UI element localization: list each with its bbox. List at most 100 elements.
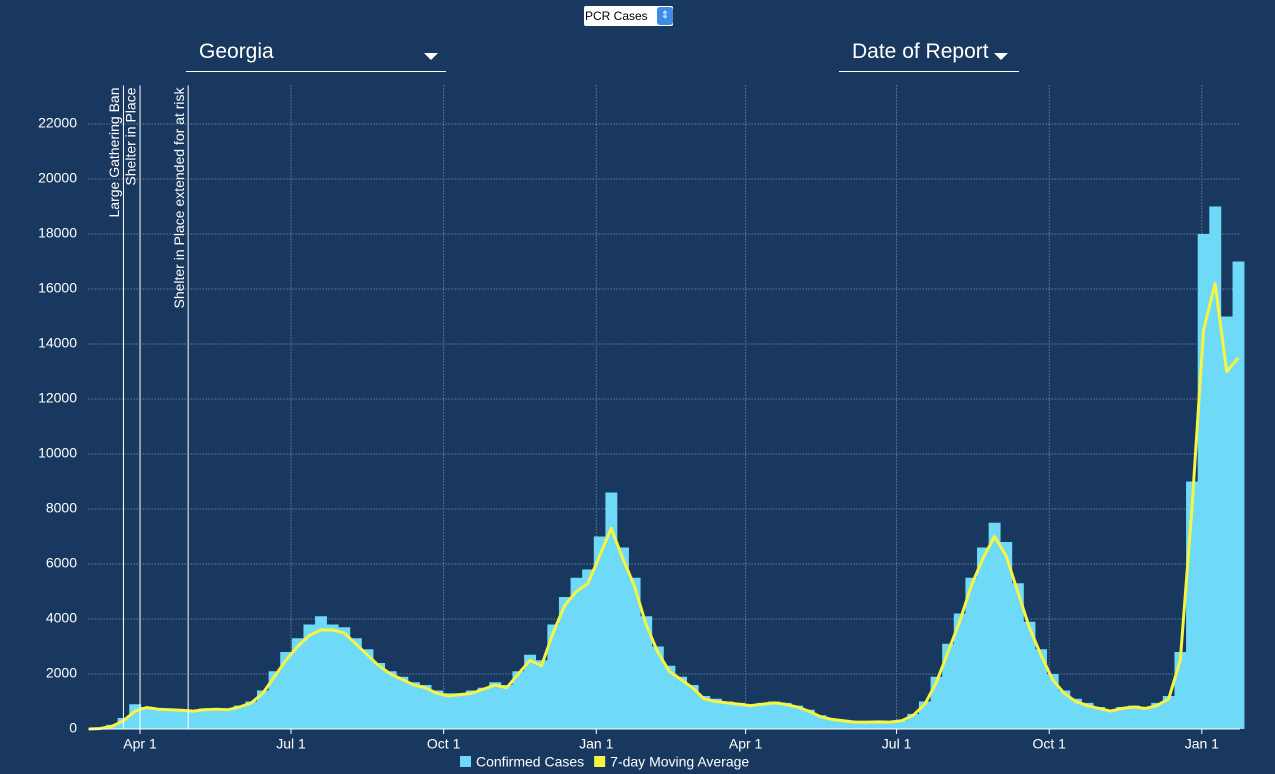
select-arrows: ⇕: [657, 7, 673, 25]
date-basis-dropdown[interactable]: Date of Report: [839, 40, 1019, 72]
bar: [1058, 690, 1071, 729]
bar: [535, 660, 548, 729]
bar: [953, 613, 966, 729]
bar: [779, 702, 792, 729]
bar: [988, 522, 1001, 729]
bar: [1104, 709, 1117, 729]
bar: [222, 708, 235, 729]
bar: [849, 721, 862, 729]
bar: [686, 685, 699, 729]
bar: [721, 701, 734, 729]
bar: [407, 682, 420, 729]
x-tick-label: Jan 1: [579, 736, 613, 752]
bar: [558, 597, 571, 729]
bar: [477, 687, 490, 729]
x-tick-label: Apr 1: [123, 736, 157, 752]
bar: [547, 624, 560, 729]
bar: [582, 569, 595, 729]
bar: [570, 577, 583, 729]
bar: [291, 638, 304, 729]
bar: [245, 701, 258, 729]
y-tick-label: 2000: [46, 665, 77, 681]
y-tick-label: 16000: [38, 280, 77, 296]
bar: [396, 676, 409, 729]
bar: [837, 720, 850, 729]
bar: [129, 704, 142, 729]
bar: [767, 701, 780, 729]
bar: [930, 676, 943, 729]
bar: [210, 709, 223, 729]
bar: [1162, 696, 1175, 729]
y-tick-label: 0: [69, 720, 77, 736]
y-tick-label: 8000: [46, 500, 77, 516]
bar: [512, 671, 525, 729]
annotation-label: Shelter in Place: [123, 87, 139, 185]
metric-select[interactable]: PCR Cases ⇕: [584, 6, 673, 26]
y-tick-label: 12000: [38, 390, 77, 406]
y-tick-label: 10000: [38, 445, 77, 461]
bar: [1000, 542, 1013, 729]
bar: [431, 690, 444, 729]
x-tick-label: Jul 1: [882, 736, 912, 752]
bar: [256, 690, 269, 729]
dropdown-arrow: [424, 53, 438, 60]
bar: [1139, 707, 1152, 729]
bar: [349, 638, 362, 729]
bar: [489, 682, 502, 729]
y-tick-label: 20000: [38, 170, 77, 186]
bar: [198, 708, 211, 729]
bar: [826, 718, 838, 729]
bar: [907, 713, 920, 729]
bar: [709, 698, 722, 729]
x-tick-label: Jul 1: [276, 736, 306, 752]
bar: [326, 624, 339, 729]
legend-label: Confirmed Cases: [476, 754, 584, 770]
bar: [361, 649, 374, 729]
bar: [1035, 649, 1048, 729]
y-tick-label: 4000: [46, 610, 77, 626]
bar: [1151, 702, 1164, 729]
x-tick-label: Jan 1: [1185, 736, 1219, 752]
bar: [384, 671, 397, 729]
bar: [872, 721, 885, 729]
legend-swatch: [460, 756, 471, 767]
bar: [1209, 206, 1222, 729]
bar: [1197, 234, 1210, 729]
bar: [175, 709, 188, 729]
bar: [1011, 583, 1024, 729]
date-basis-label: Date of Report: [852, 40, 989, 63]
bar: [802, 709, 815, 729]
region-dropdown[interactable]: Georgia: [186, 40, 446, 72]
bar: [733, 702, 746, 729]
annotation-label: Shelter in Place extended for at risk: [171, 87, 187, 309]
bar: [628, 577, 641, 729]
bar: [1232, 261, 1245, 729]
bar: [698, 696, 711, 729]
bar: [1186, 481, 1198, 729]
bar: [315, 616, 327, 729]
moving-average-line: [88, 282, 1240, 731]
bar: [280, 652, 293, 729]
legend-label: 7-day Moving Average: [610, 754, 749, 770]
bar: [814, 715, 827, 729]
bar: [1116, 707, 1129, 729]
bar: [152, 708, 165, 729]
bar: [1069, 698, 1082, 729]
bar: [860, 721, 873, 729]
region-label: Georgia: [199, 40, 274, 63]
x-tick-label: Apr 1: [729, 736, 763, 752]
bar: [675, 676, 687, 729]
bar: [454, 693, 467, 729]
bar: [338, 627, 351, 729]
bar: [895, 720, 908, 729]
bar: [524, 654, 537, 729]
bar: [1081, 702, 1094, 729]
bar: [663, 665, 676, 729]
bar: [1220, 316, 1233, 729]
bar: [1023, 621, 1036, 729]
bar: [187, 711, 200, 729]
bar: [1046, 674, 1059, 729]
bar: [977, 547, 989, 729]
bar: [942, 643, 955, 729]
